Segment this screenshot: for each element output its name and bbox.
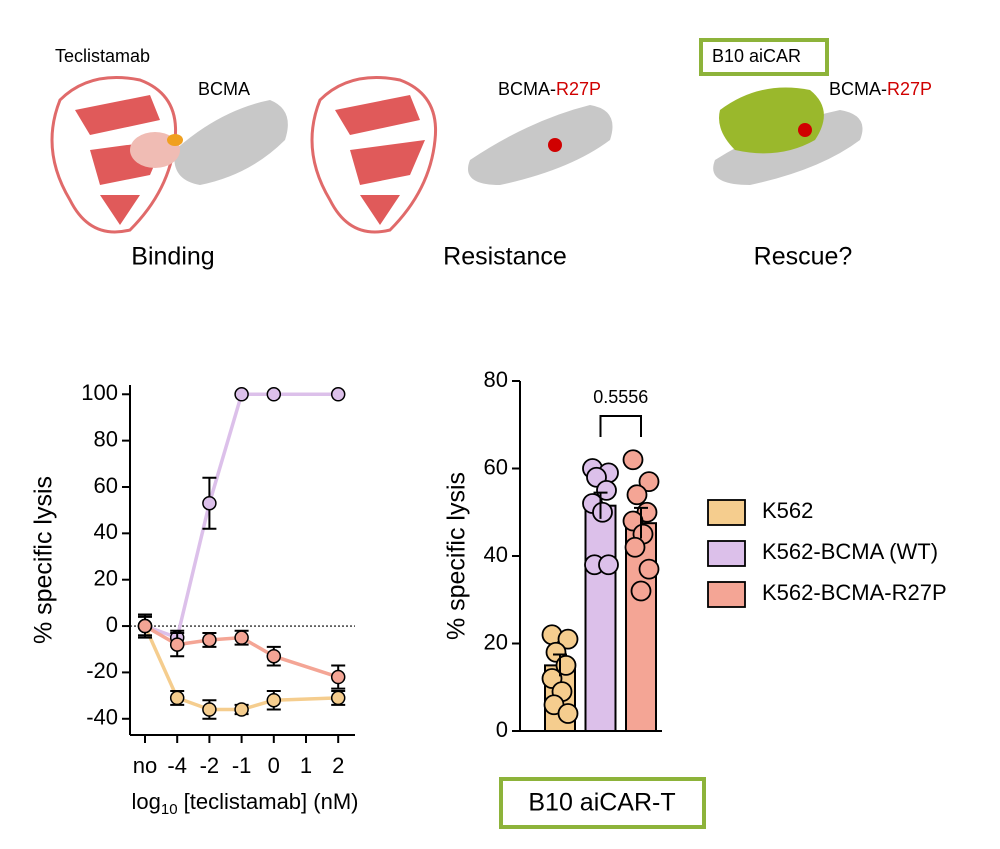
label: BCMA-R27P (829, 79, 932, 99)
point (202, 632, 217, 648)
label: Teclistamab (55, 46, 150, 66)
x-tick-label: 0 (268, 753, 280, 778)
point (234, 702, 249, 717)
x-axis-label: log10 [teclistamab] (nM) (132, 789, 359, 818)
label: BCMA- (498, 79, 556, 99)
point (330, 387, 346, 402)
footer-box (499, 777, 706, 829)
line-segment (207, 393, 244, 504)
caption: Rescue? (754, 243, 853, 271)
line-segment (273, 696, 339, 702)
point (596, 479, 617, 501)
point (592, 501, 613, 523)
y-tick-label: 0 (106, 612, 118, 637)
x-tick-label: -2 (200, 753, 220, 778)
structure-resistance (310, 76, 613, 234)
x-tick-label: no (133, 753, 157, 778)
point (638, 471, 660, 493)
y-tick-label: 40 (94, 519, 118, 544)
footer: B10 aiCAR-T (528, 789, 675, 817)
x-label-sub: 10 (161, 801, 178, 818)
error-bar (634, 506, 648, 539)
caption: Resistance (443, 243, 567, 271)
legend-swatch (707, 499, 746, 526)
bar (584, 504, 617, 732)
point (202, 702, 217, 717)
structure-binding (50, 76, 288, 234)
y-axis-label: % specific lysis (30, 476, 58, 644)
y-tick-label: 20 (94, 566, 118, 591)
point (638, 558, 660, 580)
legend-label: K562 (762, 498, 813, 523)
label: R27P (556, 79, 601, 99)
y-tick-label: 80 (484, 367, 508, 392)
point (598, 554, 619, 576)
point (626, 484, 648, 506)
point (266, 692, 282, 708)
label: BCMA-R27P (498, 79, 601, 99)
error-bar (553, 653, 567, 677)
point (169, 690, 185, 706)
point (622, 449, 644, 471)
point (330, 669, 346, 685)
point (234, 630, 249, 645)
label: BCMA- (829, 79, 887, 99)
y-tick-label: 40 (484, 542, 508, 567)
point (202, 495, 217, 511)
line-segment (273, 654, 339, 679)
point (266, 387, 282, 402)
x-tick-label: -4 (167, 753, 187, 778)
y-tick-label: 60 (94, 473, 118, 498)
y-tick-label: -40 (86, 705, 118, 730)
annotation: 0.5556 (593, 387, 648, 407)
x-label-part: log (132, 789, 161, 814)
y-tick-label: 20 (484, 629, 508, 654)
label: BCMA (198, 79, 250, 99)
line-segment (175, 502, 212, 639)
point (624, 536, 646, 558)
legend-swatch (707, 581, 746, 608)
point (557, 703, 579, 724)
legend-label: K562-BCMA-R27P (762, 580, 947, 605)
y-tick-label: 100 (81, 380, 118, 405)
x-tick-label: -1 (232, 753, 252, 778)
label: R27P (887, 79, 932, 99)
error-bar (593, 491, 608, 519)
point (169, 637, 185, 652)
x-tick-label: 1 (300, 753, 312, 778)
y-tick-label: 60 (484, 454, 508, 479)
point (330, 690, 346, 706)
y-tick-label: 0 (496, 717, 508, 742)
point (630, 580, 652, 602)
label: B10 aiCAR (712, 46, 801, 66)
structure-rescue (713, 87, 863, 185)
point (555, 654, 577, 676)
bracket (599, 415, 642, 437)
y-tick-label: -20 (86, 658, 118, 683)
x-tick-label: 2 (332, 753, 344, 778)
legend-swatch (707, 540, 746, 567)
point (557, 628, 579, 650)
legend-label: K562-BCMA (WT) (762, 539, 938, 564)
caption: Binding (131, 243, 214, 271)
y-axis-label: % specific lysis (443, 472, 471, 640)
label-box (699, 38, 829, 76)
point (266, 648, 282, 664)
point (137, 618, 153, 634)
y-tick-label: 80 (94, 426, 118, 451)
point (234, 387, 249, 402)
x-label-part: [teclistamab] (nM) (178, 789, 359, 814)
